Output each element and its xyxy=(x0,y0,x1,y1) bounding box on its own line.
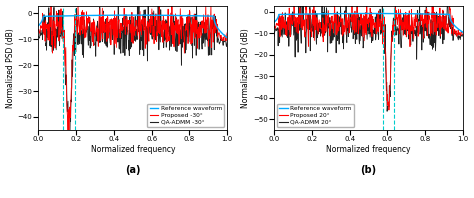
QA-ADMM 20° xyxy=(426,33,432,35)
Reference waveform xyxy=(224,37,230,39)
QA-ADMM 20° xyxy=(275,27,281,29)
Proposed -30° xyxy=(99,32,104,34)
Text: (a): (a) xyxy=(125,165,141,175)
QA-ADMM -30° xyxy=(119,31,125,34)
QA-ADMM 20° xyxy=(384,110,390,112)
QA-ADMM -30° xyxy=(224,41,230,44)
QA-ADMM -30° xyxy=(66,145,72,147)
Reference waveform xyxy=(365,12,371,15)
X-axis label: Normalized frequency: Normalized frequency xyxy=(91,145,175,154)
QA-ADMM 20° xyxy=(460,34,465,36)
Reference waveform xyxy=(355,12,360,15)
QA-ADMM -30° xyxy=(39,29,45,31)
QA-ADMM -30° xyxy=(191,21,196,23)
Proposed 20° xyxy=(298,27,304,29)
Line: Reference waveform: Reference waveform xyxy=(38,15,227,38)
Legend: Reference waveform, Proposed -30°, QA-ADMM -30°: Reference waveform, Proposed -30°, QA-AD… xyxy=(147,104,224,127)
Reference waveform xyxy=(298,13,304,15)
QA-ADMM -30° xyxy=(99,20,104,23)
Proposed -30° xyxy=(63,54,68,56)
Proposed -30° xyxy=(66,134,72,136)
Reference waveform xyxy=(63,15,68,17)
Proposed 20° xyxy=(386,109,392,111)
Proposed 20° xyxy=(426,18,432,20)
Line: Proposed 20°: Proposed 20° xyxy=(274,0,463,110)
Proposed 20° xyxy=(275,23,281,26)
QA-ADMM 20° xyxy=(271,35,277,37)
Proposed -30° xyxy=(224,31,230,34)
Reference waveform xyxy=(271,21,277,23)
Reference waveform xyxy=(440,13,446,15)
Y-axis label: Normalized PSD (dB): Normalized PSD (dB) xyxy=(6,28,15,108)
Reference waveform xyxy=(39,19,45,22)
Text: (b): (b) xyxy=(360,165,376,175)
Proposed -30° xyxy=(205,23,210,25)
Proposed -30° xyxy=(191,30,196,33)
Line: Proposed -30°: Proposed -30° xyxy=(38,1,227,135)
Reference waveform xyxy=(99,14,104,16)
QA-ADMM 20° xyxy=(355,29,360,31)
Reference waveform xyxy=(275,17,281,19)
QA-ADMM 20° xyxy=(440,24,446,26)
QA-ADMM -30° xyxy=(63,84,68,86)
Y-axis label: Normalized PSD (dB): Normalized PSD (dB) xyxy=(241,28,250,108)
Proposed 20° xyxy=(271,28,277,30)
Reference waveform xyxy=(460,31,465,33)
X-axis label: Normalized frequency: Normalized frequency xyxy=(326,145,410,154)
Reference waveform xyxy=(191,14,196,17)
Proposed 20° xyxy=(334,32,340,34)
Line: Reference waveform: Reference waveform xyxy=(274,13,463,32)
Reference waveform xyxy=(118,14,124,16)
Line: QA-ADMM 20°: QA-ADMM 20° xyxy=(274,0,463,111)
QA-ADMM 20° xyxy=(298,42,304,44)
Proposed 20° xyxy=(355,16,360,19)
Reference waveform xyxy=(36,25,41,27)
Legend: Reference waveform, Proposed 20°, QA-ADMM 20°: Reference waveform, Proposed 20°, QA-ADM… xyxy=(277,104,354,127)
Proposed 20° xyxy=(460,33,465,36)
Proposed -30° xyxy=(36,30,41,32)
QA-ADMM 20° xyxy=(334,25,340,27)
Proposed -30° xyxy=(169,0,174,2)
Reference waveform xyxy=(204,15,210,17)
QA-ADMM -30° xyxy=(205,40,210,42)
Proposed -30° xyxy=(119,30,125,32)
Proposed 20° xyxy=(440,18,446,20)
QA-ADMM -30° xyxy=(36,35,41,38)
Line: QA-ADMM -30°: QA-ADMM -30° xyxy=(38,0,227,146)
Reference waveform xyxy=(130,14,136,16)
Reference waveform xyxy=(426,13,432,15)
Proposed -30° xyxy=(39,27,45,30)
Reference waveform xyxy=(334,12,340,15)
Proposed 20° xyxy=(349,0,355,1)
